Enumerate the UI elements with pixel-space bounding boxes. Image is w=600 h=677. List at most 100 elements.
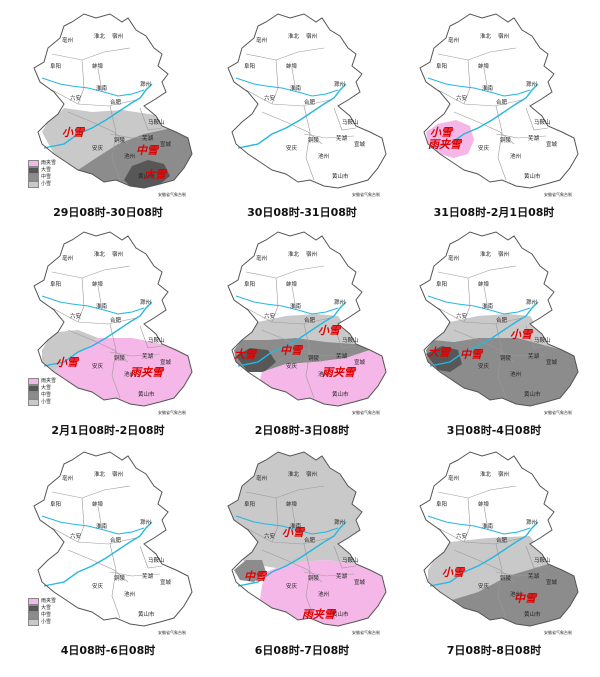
- legend-label: 雨夹雪: [41, 378, 57, 385]
- city-boundary: [495, 323, 507, 399]
- city-label: 宿州: [498, 250, 509, 258]
- city-label: 马鞍山: [342, 118, 359, 126]
- credit-text: 安徽省气象台制: [158, 409, 186, 415]
- snow-zone-light-snow: [42, 330, 98, 372]
- huai-river: [235, 515, 339, 535]
- province-outline: [227, 13, 387, 189]
- zone-label: 雨夹雪: [302, 608, 337, 621]
- city-label: 铜陵: [114, 136, 126, 144]
- city-label: 安庆: [286, 362, 298, 370]
- city-label: 黄山市: [524, 390, 541, 398]
- city-boundary: [97, 285, 103, 311]
- city-label: 宿州: [498, 470, 509, 478]
- city-label: 蚌埠: [92, 62, 104, 70]
- huai-river: [235, 77, 339, 97]
- city-label: 合肥: [496, 316, 508, 324]
- zone-label: 大雪: [428, 346, 452, 359]
- city-label: 亳州: [256, 36, 267, 44]
- city-boundary: [525, 325, 549, 349]
- snow-zone-light-snow: [428, 536, 548, 600]
- city-label: 黄山市: [332, 172, 349, 180]
- zone-label: 中雪: [460, 348, 484, 361]
- city-boundary: [495, 351, 547, 357]
- city-label: 马鞍山: [148, 118, 165, 126]
- city-label: 宣城: [354, 358, 366, 366]
- city-label: 淮南: [482, 84, 494, 92]
- city-boundary: [437, 265, 517, 279]
- legend-swatch: [28, 605, 39, 612]
- legend-swatch: [28, 619, 39, 626]
- province-outline: [419, 451, 579, 627]
- forecast-map-panel: 亳州 淮北 宿州 阜阳 蚌埠 淮南 滁州 六安 合肥 马鞍山 芜湖 铜陵 宣城 安庆 池州 黄山市 小雪 中雪 大雪…: [12, 8, 204, 228]
- city-boundary: [245, 47, 325, 61]
- legend-swatch: [28, 174, 39, 181]
- legend-item: 雨夹雪: [28, 378, 56, 385]
- yangtze-river: [429, 301, 539, 367]
- city-label: 淮北: [94, 250, 106, 258]
- city-label: 黄山市: [138, 172, 155, 180]
- city-label: 安庆: [478, 144, 490, 152]
- huai-river: [41, 515, 145, 535]
- zone-label: 雨夹雪: [130, 366, 165, 379]
- legend-swatch: [28, 160, 39, 167]
- city-label: 芜湖: [142, 572, 154, 580]
- city-label: 宿州: [306, 32, 317, 40]
- city-boundary: [303, 543, 315, 619]
- city-boundary: [483, 285, 489, 311]
- legend-item: 大雪: [28, 385, 56, 392]
- city-boundary: [291, 505, 297, 531]
- yangtze-river: [43, 83, 153, 149]
- city-label: 宣城: [160, 578, 172, 586]
- city-label: 滁州: [334, 518, 345, 526]
- city-label: 安庆: [286, 582, 298, 590]
- city-label: 阜阳: [244, 280, 255, 288]
- city-label: 阜阳: [50, 280, 61, 288]
- legend-label: 小雪: [41, 181, 52, 188]
- city-label: 蚌埠: [286, 500, 298, 508]
- city-label: 宣城: [354, 578, 366, 586]
- city-label: 芜湖: [528, 134, 540, 142]
- legend-item: 大雪: [28, 167, 56, 174]
- city-label: 亳州: [448, 254, 459, 262]
- huai-river: [427, 515, 531, 535]
- city-label: 宣城: [546, 140, 558, 148]
- city-label: 池州: [318, 590, 329, 598]
- city-boundary: [245, 307, 331, 325]
- city-label: 淮北: [288, 32, 300, 40]
- city-boundary: [261, 111, 323, 145]
- city-label: 淮南: [96, 302, 108, 310]
- city-boundary: [303, 323, 315, 399]
- legend-item: 大雪: [28, 605, 56, 612]
- legend-item: 中雪: [28, 612, 56, 619]
- yangtze-river: [43, 521, 153, 587]
- city-label: 淮南: [96, 522, 108, 530]
- city-label: 合肥: [110, 316, 122, 324]
- city-boundary: [333, 545, 357, 569]
- city-label: 安庆: [92, 144, 104, 152]
- city-label: 宿州: [112, 32, 123, 40]
- city-boundary: [139, 107, 163, 131]
- city-label: 铜陵: [308, 354, 320, 362]
- city-label: 滁州: [334, 298, 345, 306]
- city-label: 马鞍山: [148, 556, 165, 564]
- city-label: 蚌埠: [92, 500, 104, 508]
- zone-label: 雨夹雪: [322, 366, 357, 379]
- city-boundary: [453, 549, 515, 583]
- legend-label: 小雪: [41, 619, 52, 626]
- city-boundary: [97, 505, 103, 531]
- panel-caption: 6日08时-7日08时: [254, 644, 350, 657]
- panel-caption: 3日08时-4日08时: [446, 424, 542, 437]
- city-label: 六安: [264, 532, 276, 540]
- city-label: 马鞍山: [342, 336, 359, 344]
- city-label: 滁州: [526, 518, 537, 526]
- forecast-map-panel: 亳州 淮北 宿州 阜阳 蚌埠 淮南 滁州 六安 合肥 马鞍山 芜湖 铜陵 宣城 安庆 池州 黄山市 小雪 中雪 安徽…: [398, 446, 590, 666]
- city-label: 宿州: [498, 32, 509, 40]
- legend-swatch: [28, 598, 39, 605]
- legend: 雨夹雪 大雪 中雪 小雪: [28, 160, 56, 188]
- city-boundary: [97, 67, 103, 93]
